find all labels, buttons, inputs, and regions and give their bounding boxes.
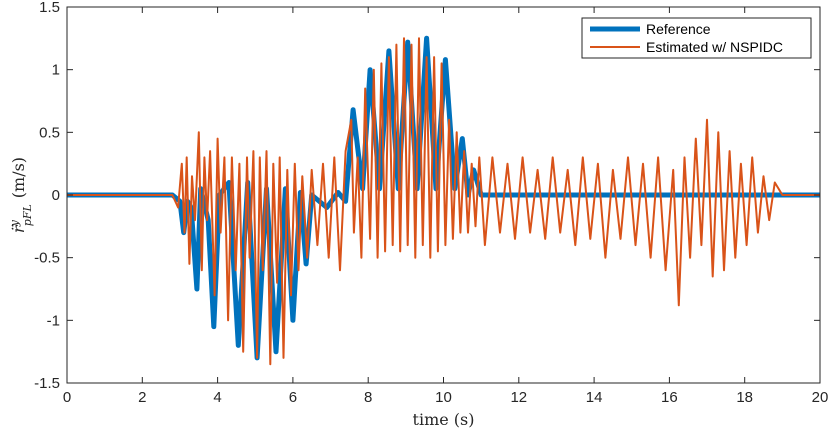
x-tick-label: 12 — [510, 389, 527, 406]
y-tick-label: 0.5 — [39, 124, 60, 141]
legend-box — [581, 17, 812, 59]
y-axis-label: r̈ypFL (m/s) — [8, 157, 34, 233]
y-tick-label: 0 — [52, 187, 60, 204]
series-line-reference — [67, 35, 820, 361]
y-axis-label-var: r̈ — [9, 224, 28, 233]
x-tick-label: 10 — [435, 389, 452, 406]
x-tick-label: 16 — [661, 389, 678, 406]
x-tick-label: 6 — [289, 389, 297, 406]
x-tick-label: 18 — [736, 389, 753, 406]
legend-label-estimated: Estimated w/ NSPIDC — [646, 39, 783, 55]
y-axis-label-sup: y — [8, 219, 21, 227]
x-axis: 0 2 4 6 8 10 12 14 16 18 20 — [63, 7, 829, 406]
y-tick-label: 1 — [52, 62, 60, 79]
y-tick-label: -0.5 — [34, 250, 60, 267]
y-axis: -1.5 -1 -0.5 0 0.5 1 1.5 — [34, 0, 820, 392]
y-axis-label-sub: pFL — [21, 204, 34, 226]
y-tick-label: 1.5 — [39, 0, 60, 16]
series-line-estimated — [67, 37, 820, 366]
series-layer — [67, 35, 820, 366]
x-tick-label: 8 — [364, 389, 372, 406]
y-tick-label: -1 — [47, 312, 60, 329]
svg-text:r̈ypFL(m/s): r̈ypFL (m/s) — [8, 157, 34, 233]
x-tick-label: 2 — [138, 389, 146, 406]
legend-label-reference: Reference — [646, 21, 711, 37]
legend: Reference Estimated w/ NSPIDC — [581, 17, 812, 59]
x-tick-label: 0 — [63, 389, 71, 406]
y-tick-label: -1.5 — [34, 375, 60, 392]
x-axis-label: time (s) — [413, 410, 475, 429]
y-axis-label-unit: (m/s) — [9, 157, 28, 198]
x-tick-label: 20 — [812, 389, 829, 406]
x-tick-label: 14 — [586, 389, 603, 406]
x-tick-label: 4 — [213, 389, 221, 406]
